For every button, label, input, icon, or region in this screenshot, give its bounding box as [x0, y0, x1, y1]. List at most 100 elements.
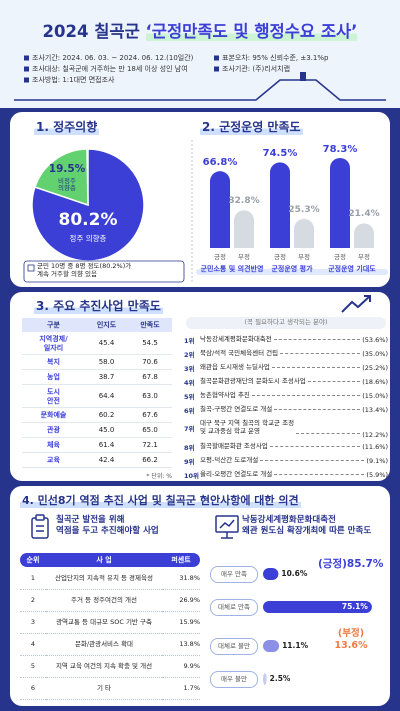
title: 2024 칠곡군 ‘군정만족도 및 행정수요 조사’ — [0, 18, 400, 42]
ranking-value: (12.2%) — [362, 431, 388, 439]
table-cell: 70.6 — [128, 356, 172, 370]
ranking-value: (9.1%) — [366, 456, 388, 465]
ranking-row: 4위 칠곡문화관광재단의 문화도시 조성사업 (18.6%) — [184, 375, 388, 388]
group-label: 군정운영 기대도 — [328, 265, 376, 273]
ranking-value: (13.4%) — [362, 405, 388, 414]
ranking-rank: 3위 — [184, 364, 195, 373]
ranking-name: 오평-덕산간 도로개설 — [200, 455, 259, 464]
card-section-4 — [10, 486, 390, 706]
table-header: 사 업 — [96, 555, 112, 564]
ranking-header: (꼭 필요하다고 생각되는 분야) — [186, 317, 386, 329]
ranking-name: 북삼/석적 국민체육센터 건립 — [200, 348, 279, 357]
series-label: 긍정 — [214, 253, 226, 261]
ranking-rank: 7위 — [184, 425, 195, 433]
table-cell: 65.0 — [128, 424, 172, 438]
table-cell: 67.6 — [128, 409, 172, 423]
ranking-value: (18.6%) — [362, 377, 388, 386]
ranking-rank: 5위 — [184, 392, 195, 401]
table-cell: 45.4 — [85, 333, 128, 355]
table-cell: 산업단지의 지속적 유치 등 경제육성 — [46, 568, 162, 590]
table-cell: 1 — [20, 568, 46, 590]
note: 군민 10명 중 8명 정도(80.2%)가 계속 거주할 의향 있음 — [37, 262, 132, 278]
table-cell: 문화/관광서비스 확대 — [46, 634, 162, 656]
info-line: 조사기관: (주)리서치랩 — [222, 65, 291, 73]
table-cell: 문화예술 — [22, 409, 85, 423]
table-cell: 60.2 — [85, 409, 128, 423]
bar-value-label: 75.1% — [341, 602, 368, 611]
bar-value-label: 10.6% — [281, 569, 308, 578]
ranking-row: 8위 칠곡할매문화관 조성사업 (11.6%) — [184, 440, 388, 453]
table-cell: 54.5 — [128, 333, 172, 355]
ranking-value: (53.6%) — [362, 335, 388, 344]
table-cell: 농업 — [22, 371, 85, 385]
category-pill: 대체로 만족 — [210, 599, 258, 616]
series-label: 긍정 — [334, 253, 346, 261]
table-cell: 15.9% — [162, 612, 200, 634]
ranking-row: 2위 북삼/석적 국민체육센터 건립 (35.0%) — [184, 347, 388, 360]
table-cell: 63.0 — [128, 386, 172, 408]
table-cell: 관광 — [22, 424, 85, 438]
table-cell: 2 — [20, 590, 46, 612]
bar-value-label: 21.4% — [348, 209, 380, 220]
bar-value-label: 2.5% — [269, 674, 291, 683]
info-line: 표본오차: 95% 신뢰수준, ±3.1%p — [222, 54, 329, 62]
title-main: ‘군정만족도 및 행정수요 조사’ — [145, 22, 358, 41]
series-label: 부정 — [238, 253, 250, 261]
info-line: 조사대상: 칠곡군에 거주하는 만 18세 이상 성인 남여 — [32, 65, 188, 73]
ranking-name: 농촌협약사업 추진 — [200, 390, 250, 399]
info-line: 조사기간: 2024. 06. 03. ~ 2024. 06. 12.(10일간… — [32, 54, 194, 62]
table-header: 구분 — [22, 318, 85, 332]
table-cell: 광역교통 등 대규모 SOC 기반 구축 — [46, 612, 162, 634]
ranking-rank: 10위 — [184, 471, 200, 480]
subsection-title: 칠곡군 발전을 위해 역점을 두고 추진해야할 사업 — [56, 515, 159, 537]
table-cell: 기 타 — [46, 678, 162, 700]
table-cell: 38.7 — [85, 371, 128, 385]
ranking-leader — [271, 367, 361, 368]
table-cell: 9.9% — [162, 656, 200, 678]
bar-value-label: 25.3% — [288, 204, 320, 215]
bar-value-label: 11.1% — [282, 641, 309, 650]
table-cell: 교육 — [22, 454, 85, 468]
ranking-leader — [269, 446, 361, 447]
ranking-leader — [296, 433, 361, 434]
category-pill: 매우 만족 — [210, 566, 258, 583]
ranking-name: 대구 북구 지역 칠곡의 학교군 조정 및 교과중심 학교 운영 — [200, 419, 295, 435]
ranking-value: (5.9%) — [366, 470, 388, 479]
table-cell: 지역경제/ 일자리 — [22, 333, 85, 355]
bar-value-label: 74.5% — [262, 148, 298, 160]
ranking-row: 3위 왜관읍 도시재생 뉴딜사업 (25.2%) — [184, 361, 388, 374]
annotation-negative: (부정) 13.6% — [334, 628, 368, 651]
ranking-leader — [274, 409, 361, 410]
table-cell: 66.2 — [128, 454, 172, 468]
pie-value-label: 19.5% — [48, 163, 86, 175]
ranking-rank: 9위 — [184, 457, 195, 466]
pie-category-label: 정주 의향층 — [69, 234, 107, 243]
table-cell: 64.4 — [85, 386, 128, 408]
table-cell: 도시 안전 — [22, 386, 85, 408]
ranking-name: 왜관읍 도시재생 뉴딜사업 — [200, 362, 270, 371]
ranking-name: 낙동강세계평화문화대축전 — [200, 334, 272, 343]
table-cell: 26.9% — [162, 590, 200, 612]
ranking-row: 10위 율리-오평간 연결도로 개설 (5.9%) — [184, 468, 388, 481]
ranking-row: 6위 칠곡-구평간 연결도로 개설 (13.4%) — [184, 403, 388, 416]
table-cell: 31.8% — [162, 568, 200, 590]
annotation-positive: (긍정)85.7% — [318, 558, 384, 570]
ranking-leader — [273, 339, 361, 340]
subsection-title: 낙동강세계평화문화대축전 왜관 원도심 확장개최에 따른 만족도 — [242, 515, 372, 537]
ranking-leader — [274, 474, 365, 475]
table-cell: 4 — [20, 634, 46, 656]
table-cell: 체육 — [22, 439, 85, 453]
table-cell: 42.4 — [85, 454, 128, 468]
table-cell: 지역 교육 여건의 지속 확충 및 개선 — [46, 656, 162, 678]
table-cell: 주거 등 정주여건의 개선 — [46, 590, 162, 612]
ranking-name: 칠곡문화관광재단의 문화도시 조성사업 — [200, 376, 306, 385]
table-cell: 5 — [20, 656, 46, 678]
table-header: 순위 — [26, 555, 40, 564]
ranking-row: 5위 농촌협약사업 추진 (15.0%) — [184, 389, 388, 402]
table-cell: 58.0 — [85, 356, 128, 370]
ranking-leader — [260, 460, 365, 461]
title-year: 2024 칠곡군 — [42, 22, 140, 41]
table-header: 만족도 — [128, 318, 172, 332]
ranking-name: 칠곡-구평간 연결도로 개설 — [200, 404, 273, 413]
